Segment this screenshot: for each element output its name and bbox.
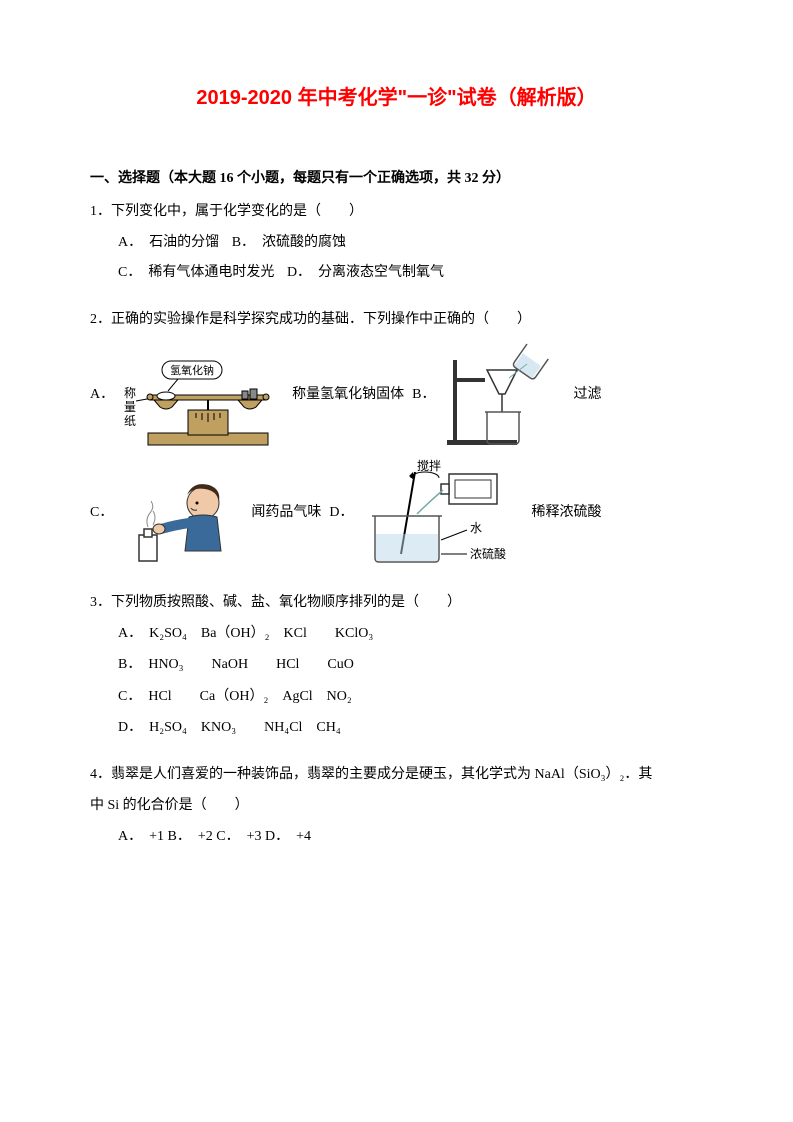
- q2-d-lead: D．: [329, 500, 353, 525]
- exam-title: 2019-2020 年中考化学"一诊"试卷（解析版）: [90, 80, 703, 116]
- q1-option-a: A． 石油的分馏: [118, 235, 219, 250]
- q2-b-lead: B．: [412, 382, 435, 407]
- q2-row-2: C． 闻药品气味 D． 搅拌: [90, 458, 703, 568]
- q2-c-trail: 闻药品气味: [251, 500, 321, 525]
- question-1: 1．下列变化中，属于化学变化的是（ ） A． 石油的分馏 B． 浓硫酸的腐蚀 C…: [90, 199, 703, 285]
- q3-option-a: A． K₂SO₄ Ba（OH）₂ KCl KClO₃: [118, 621, 703, 646]
- paper-label-1: 称: [124, 386, 136, 400]
- q2-a-trail: 称量氢氧化钠固体: [292, 382, 404, 407]
- q3-option-b: B． HNO₃ NaOH HCl CuO: [118, 652, 703, 677]
- acid-label: 浓硫酸: [470, 546, 506, 561]
- stir-label: 搅拌: [417, 458, 441, 473]
- q4-stem-a: 4．翡翠是人们喜爱的一种装饰品，翡翠的主要成分是硬玉，其化学式为 NaAl（Si…: [90, 762, 703, 787]
- smelling-figure: [117, 473, 247, 568]
- q2-a-lead: A．: [90, 382, 114, 407]
- q3-option-c: C． HCl Ca（OH）₂ AgCl NO₂: [118, 684, 703, 709]
- filtration-figure: [439, 340, 569, 450]
- balance-figure: 称 量 纸 氢氧化钠: [118, 355, 288, 450]
- q2-stem: 2．正确的实验操作是科学探究成功的基础．下列操作中正确的（ ）: [90, 307, 703, 332]
- paper-label-3: 纸: [124, 414, 136, 428]
- q1-option-b: B． 浓硫酸的腐蚀: [232, 235, 346, 250]
- section-1-header: 一、选择题（本大题 16 个小题，每题只有一个正确选项，共 32 分）: [90, 166, 703, 191]
- q2-b-trail: 过滤: [573, 382, 601, 407]
- question-4: 4．翡翠是人们喜爱的一种装饰品，翡翠的主要成分是硬玉，其化学式为 NaAl（Si…: [90, 762, 703, 850]
- q1-option-c: C． 稀有气体通电时发光: [118, 265, 274, 280]
- naoh-label: 氢氧化钠: [170, 363, 214, 377]
- q3-stem: 3．下列物质按照酸、碱、盐、氧化物顺序排列的是（ ）: [90, 590, 703, 615]
- paper-label-2: 量: [124, 400, 136, 414]
- question-2: 2．正确的实验操作是科学探究成功的基础．下列操作中正确的（ ） A． 称 量 纸…: [90, 307, 703, 568]
- diluting-figure: 搅拌 水 浓硫酸: [357, 458, 527, 568]
- q4-stem-b: 中 Si 的化合价是（ ）: [90, 793, 703, 818]
- q2-row-1: A． 称 量 纸 氢氧化钠: [90, 340, 703, 450]
- q4-options: A． +1 B． +2 C． +3 D． +4: [118, 829, 311, 844]
- q3-option-d: D． H₂SO₄ KNO₃ NH₄Cl CH₄: [118, 715, 703, 740]
- q1-option-d: D． 分离液态空气制氧气: [287, 265, 444, 280]
- q2-d-trail: 稀释浓硫酸: [531, 500, 601, 525]
- question-3: 3．下列物质按照酸、碱、盐、氧化物顺序排列的是（ ） A． K₂SO₄ Ba（O…: [90, 590, 703, 740]
- q2-c-lead: C．: [90, 500, 113, 525]
- water-label: 水: [470, 521, 482, 535]
- q1-stem: 1．下列变化中，属于化学变化的是（ ）: [90, 199, 703, 224]
